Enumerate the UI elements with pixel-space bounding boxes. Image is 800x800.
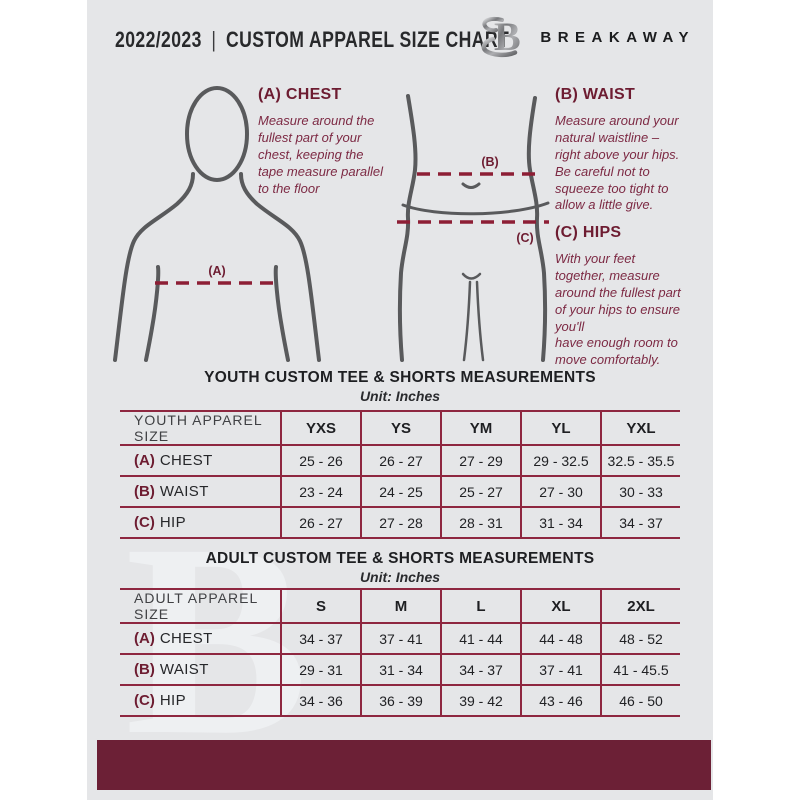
- torso-figure: [113, 86, 321, 362]
- table-cell: 43 - 46: [520, 686, 600, 715]
- table-cell: 29 - 31: [280, 655, 360, 684]
- size-header: YM: [440, 412, 520, 444]
- table-row-hip: (C) HIP 34 - 36 36 - 39 39 - 42 43 - 46 …: [120, 686, 680, 717]
- table-cell: 27 - 28: [360, 508, 440, 537]
- table-row-hip: (C) HIP 26 - 27 27 - 28 28 - 31 31 - 34 …: [120, 508, 680, 539]
- table-cell: 37 - 41: [360, 624, 440, 653]
- table-cell: 48 - 52: [600, 624, 680, 653]
- chest-instruction-block: (A) CHEST Measure around the fullest par…: [258, 86, 403, 197]
- row-label: (B) WAIST: [134, 483, 209, 500]
- youth-table-title: YOUTH CUSTOM TEE & SHORTS MEASUREMENTS: [204, 369, 596, 386]
- size-header: S: [280, 590, 360, 622]
- table-cell: 44 - 48: [520, 624, 600, 653]
- table-header-row: YOUTH APPAREL SIZE YXS YS YM YL YXL: [120, 410, 680, 446]
- table-row-chest: (A) CHEST 25 - 26 26 - 27 27 - 29 29 - 3…: [120, 446, 680, 477]
- table-cell: 41 - 44: [440, 624, 520, 653]
- table-cell: 27 - 29: [440, 446, 520, 475]
- youth-size-table: YOUTH APPAREL SIZE YXS YS YM YL YXL (A) …: [120, 410, 680, 539]
- youth-table-unit: Unit: Inches: [359, 388, 441, 404]
- hips-heading: (C) HIPS: [555, 224, 622, 241]
- table-cell: 28 - 31: [440, 508, 520, 537]
- waist-instruction-block: (B) WAIST Measure around your natural wa…: [555, 86, 707, 214]
- table-cell: 34 - 36: [280, 686, 360, 715]
- size-header: YXS: [280, 412, 360, 444]
- table-cell: 25 - 27: [440, 477, 520, 506]
- table-row-waist: (B) WAIST 23 - 24 24 - 25 25 - 27 27 - 3…: [120, 477, 680, 508]
- table-cell: 26 - 27: [280, 508, 360, 537]
- table-header-row: ADULT APPAREL SIZE S M L XL 2XL: [120, 588, 680, 624]
- size-header: YL: [520, 412, 600, 444]
- measurement-diagrams: (A) (B) (C): [113, 86, 550, 362]
- hips-instruction-block: (C) HIPS With your feet together, measur…: [555, 224, 707, 369]
- table-cell: 41 - 45.5: [600, 655, 680, 684]
- size-header: 2XL: [600, 590, 680, 622]
- table-cell: 46 - 50: [600, 686, 680, 715]
- row-label: (C) HIP: [134, 692, 187, 709]
- adult-size-table: ADULT APPAREL SIZE S M L XL 2XL (A) CHES…: [120, 588, 680, 717]
- chest-heading: (A) CHEST: [258, 86, 342, 103]
- size-header: M: [360, 590, 440, 622]
- adult-size-column-header: ADULT APPAREL SIZE: [134, 590, 258, 622]
- hips-line-label: (C): [516, 231, 533, 245]
- chest-line-label: (A): [208, 264, 225, 278]
- size-header: YXL: [600, 412, 680, 444]
- waist-line-label: (B): [481, 155, 498, 169]
- row-label: (B) WAIST: [134, 661, 209, 678]
- size-chart-sheet: B 2022/2023 | CUSTOM APPAREL SIZE CHART B …: [87, 0, 713, 800]
- table-cell: 34 - 37: [600, 508, 680, 537]
- table-cell: 30 - 33: [600, 477, 680, 506]
- table-cell: 36 - 39: [360, 686, 440, 715]
- row-label: (C) HIP: [134, 514, 187, 531]
- table-cell: 29 - 32.5: [520, 446, 600, 475]
- brand-wordmark: BREAKAWAY: [540, 28, 695, 46]
- waist-heading: (B) WAIST: [555, 86, 636, 103]
- title-separator: |: [211, 27, 217, 52]
- table-cell: 31 - 34: [360, 655, 440, 684]
- youth-size-column-header: YOUTH APPAREL SIZE: [134, 412, 263, 444]
- table-cell: 34 - 37: [280, 624, 360, 653]
- table-cell: 24 - 25: [360, 477, 440, 506]
- table-cell: 39 - 42: [440, 686, 520, 715]
- row-label: (A) CHEST: [134, 452, 213, 469]
- chest-instruction-text: Measure around the fullest part of your …: [258, 113, 384, 196]
- table-row-chest: (A) CHEST 34 - 37 37 - 41 41 - 44 44 - 4…: [120, 624, 680, 655]
- table-row-waist: (B) WAIST 29 - 31 31 - 34 34 - 37 37 - 4…: [120, 655, 680, 686]
- document-title: 2022/2023 | CUSTOM APPAREL SIZE CHART: [115, 27, 509, 53]
- row-label: (A) CHEST: [134, 630, 213, 647]
- table-cell: 37 - 41: [520, 655, 600, 684]
- table-cell: 25 - 26: [280, 446, 360, 475]
- adult-table-unit: Unit: Inches: [359, 569, 441, 585]
- watermark-b: B: [125, 488, 309, 792]
- size-header: YS: [360, 412, 440, 444]
- size-header: L: [440, 590, 520, 622]
- table-cell: 27 - 30: [520, 477, 600, 506]
- table-cell: 31 - 34: [520, 508, 600, 537]
- size-header: XL: [520, 590, 600, 622]
- lower-body-figure: [397, 94, 550, 362]
- adult-table-title: ADULT CUSTOM TEE & SHORTS MEASUREMENTS: [205, 550, 595, 567]
- table-cell: 23 - 24: [280, 477, 360, 506]
- footer-bar: [97, 740, 711, 790]
- waist-instruction-text: Measure around your natural waistline – …: [555, 113, 680, 213]
- doc-year: 2022/2023: [115, 27, 202, 52]
- doc-title-text: CUSTOM APPAREL SIZE CHART: [225, 27, 510, 52]
- brand-block: B BREAKAWAY: [478, 14, 695, 60]
- table-cell: 32.5 - 35.5: [600, 446, 680, 475]
- table-cell: 34 - 37: [440, 655, 520, 684]
- hips-instruction-text: With your feet together, measure around …: [555, 251, 681, 368]
- breakaway-logo-icon: B: [481, 14, 521, 59]
- table-cell: 26 - 27: [360, 446, 440, 475]
